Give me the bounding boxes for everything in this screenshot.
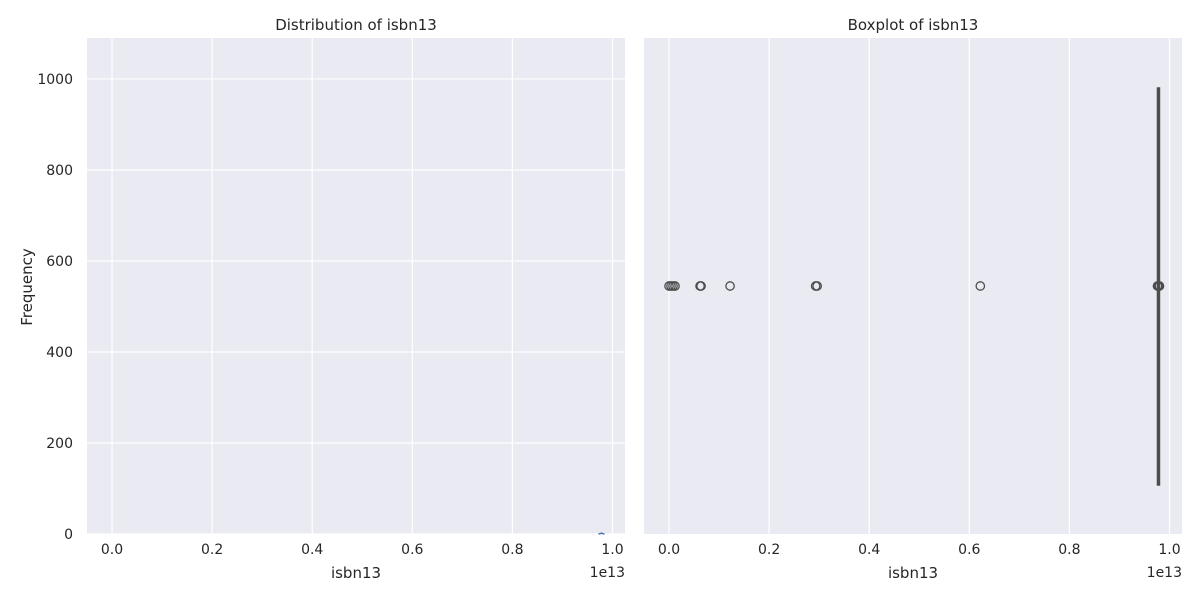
boxplot-outlier-point	[696, 281, 706, 291]
histogram-y-tick-label: 0	[64, 527, 73, 543]
boxplot-x-tick-label: 1.0	[1158, 542, 1180, 558]
histogram-y-axis-label: Frequency	[18, 248, 36, 326]
histogram-y-tick-label: 600	[46, 254, 73, 270]
histogram-title: Distribution of isbn13	[275, 16, 437, 34]
histogram-x-tick-label: 0.4	[301, 542, 323, 558]
boxplot-x-ticks: 0.0 0.2 0.4 0.6 0.8 1.0	[658, 542, 1181, 558]
histogram-y-tick-label: 800	[46, 163, 73, 179]
histogram-x-tick-label: 1.0	[601, 542, 623, 558]
boxplot-outlier-point	[725, 281, 735, 291]
histogram-x-offset-label: 1e13	[590, 565, 625, 581]
histogram-y-tick-label: 400	[46, 345, 73, 361]
boxplot-x-offset-label: 1e13	[1147, 565, 1182, 581]
boxplot-x-tick-label: 0.6	[958, 542, 980, 558]
boxplot-outlier-point	[670, 281, 680, 291]
boxplot-x-tick-label: 0.2	[758, 542, 780, 558]
boxplot-outlier-point	[975, 281, 986, 291]
histogram-x-tick-label: 0.8	[501, 542, 523, 558]
histogram-kde-line	[598, 532, 605, 535]
histogram-x-ticks: 0.0 0.2 0.4 0.6 0.8 1.0	[101, 542, 624, 558]
histogram-y-ticks: 0 200 400 600 800 1000	[37, 72, 73, 543]
boxplot-x-tick-label: 0.4	[858, 542, 880, 558]
boxplot-plot-area	[644, 38, 1182, 534]
boxplot-x-tick-label: 0.0	[658, 542, 680, 558]
histogram-x-axis-label: isbn13	[331, 564, 381, 582]
histogram-x-tick-label: 0.6	[401, 542, 423, 558]
histogram-plot-area	[87, 38, 625, 534]
histogram-x-tick-label: 0.0	[101, 542, 123, 558]
boxplot-x-axis-label: isbn13	[888, 564, 938, 582]
boxplot-outlier-point	[812, 281, 823, 291]
boxplot-title: Boxplot of isbn13	[848, 16, 979, 34]
boxplot-outlier-point	[1154, 281, 1165, 291]
histogram-x-tick-label: 0.2	[201, 542, 223, 558]
histogram-y-tick-label: 200	[46, 436, 73, 452]
histogram-panel: Distribution of isbn13 isbn13 Frequency …	[18, 16, 625, 582]
boxplot-x-tick-label: 0.8	[1058, 542, 1080, 558]
boxplot-panel: Boxplot of isbn13 isbn13 1e13 0.0 0.2 0.4 0…	[644, 16, 1182, 582]
histogram-grid	[87, 38, 625, 535]
histogram-marks	[598, 532, 605, 535]
histogram-y-tick-label: 1000	[37, 72, 73, 88]
boxplot-marks	[664, 87, 1165, 486]
